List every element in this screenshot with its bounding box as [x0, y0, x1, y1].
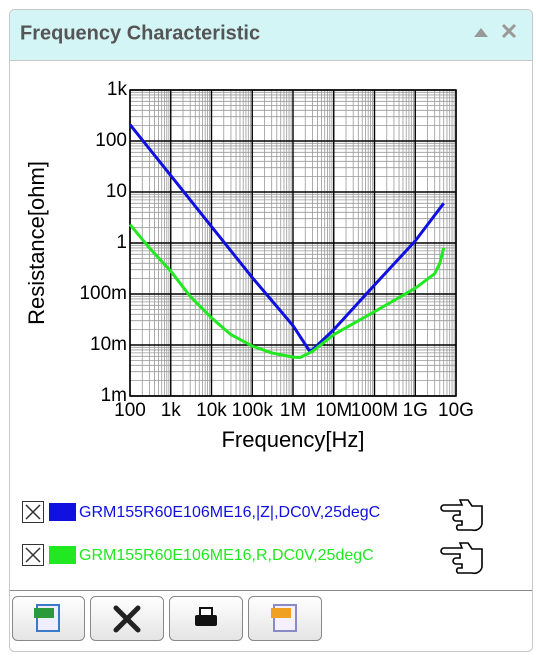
x-tick-label: 10M	[315, 400, 352, 421]
y-axis-label: Resistance[ohm]	[24, 161, 49, 325]
panel-title: Frequency Characteristic	[20, 22, 260, 44]
legend-checkbox-mark	[25, 547, 41, 563]
x-tick-label: 100M	[351, 400, 399, 421]
png-icon-tag	[271, 608, 291, 618]
legend-pointer[interactable]	[440, 542, 483, 575]
y-tick-label: 100m	[79, 283, 127, 304]
y-tick-label: 100	[95, 130, 127, 151]
legend-swatch	[49, 546, 76, 564]
legend-label: GRM155R60E106ME16,|Z|,DC0V,25degC	[79, 504, 380, 521]
y-tick-label: 1m	[101, 385, 127, 406]
y-tick-label: 1	[116, 232, 127, 253]
collapse-button[interactable]	[474, 28, 488, 37]
y-tick-label: 1k	[107, 79, 128, 100]
legend-checkbox-mark	[25, 504, 41, 520]
series-line	[128, 223, 446, 359]
y-tick-label: 10	[106, 181, 127, 202]
x-tick-label: 10G	[438, 400, 474, 421]
x-tick-label: 10k	[196, 400, 227, 421]
x-tick-label: 1M	[280, 400, 306, 421]
toolbar	[12, 596, 322, 641]
x-axis-label: Frequency[Hz]	[221, 427, 364, 452]
x-tick-label: 1k	[161, 400, 182, 421]
x-tick-label: 1G	[403, 400, 428, 421]
series-line	[128, 123, 445, 352]
legend-swatch	[49, 503, 76, 521]
print-icon-paper	[199, 607, 213, 617]
y-tick-label: 10m	[90, 334, 127, 355]
close-button[interactable]	[501, 23, 517, 39]
csv-icon-tag	[34, 608, 54, 618]
plot-frame	[129, 89, 457, 397]
x-tick-label: 100	[114, 400, 146, 421]
legend-label: GRM155R60E106ME16,R,DC0V,25degC	[79, 547, 374, 564]
print-icon	[195, 615, 217, 626]
legend: GRM155R60E106ME16,|Z|,DC0V,25degC GRM155R…	[22, 499, 483, 575]
panel-header	[10, 10, 532, 60]
x-tick-label: 100k	[232, 400, 274, 421]
tools-icon	[113, 605, 141, 633]
legend-pointer[interactable]	[440, 499, 483, 532]
